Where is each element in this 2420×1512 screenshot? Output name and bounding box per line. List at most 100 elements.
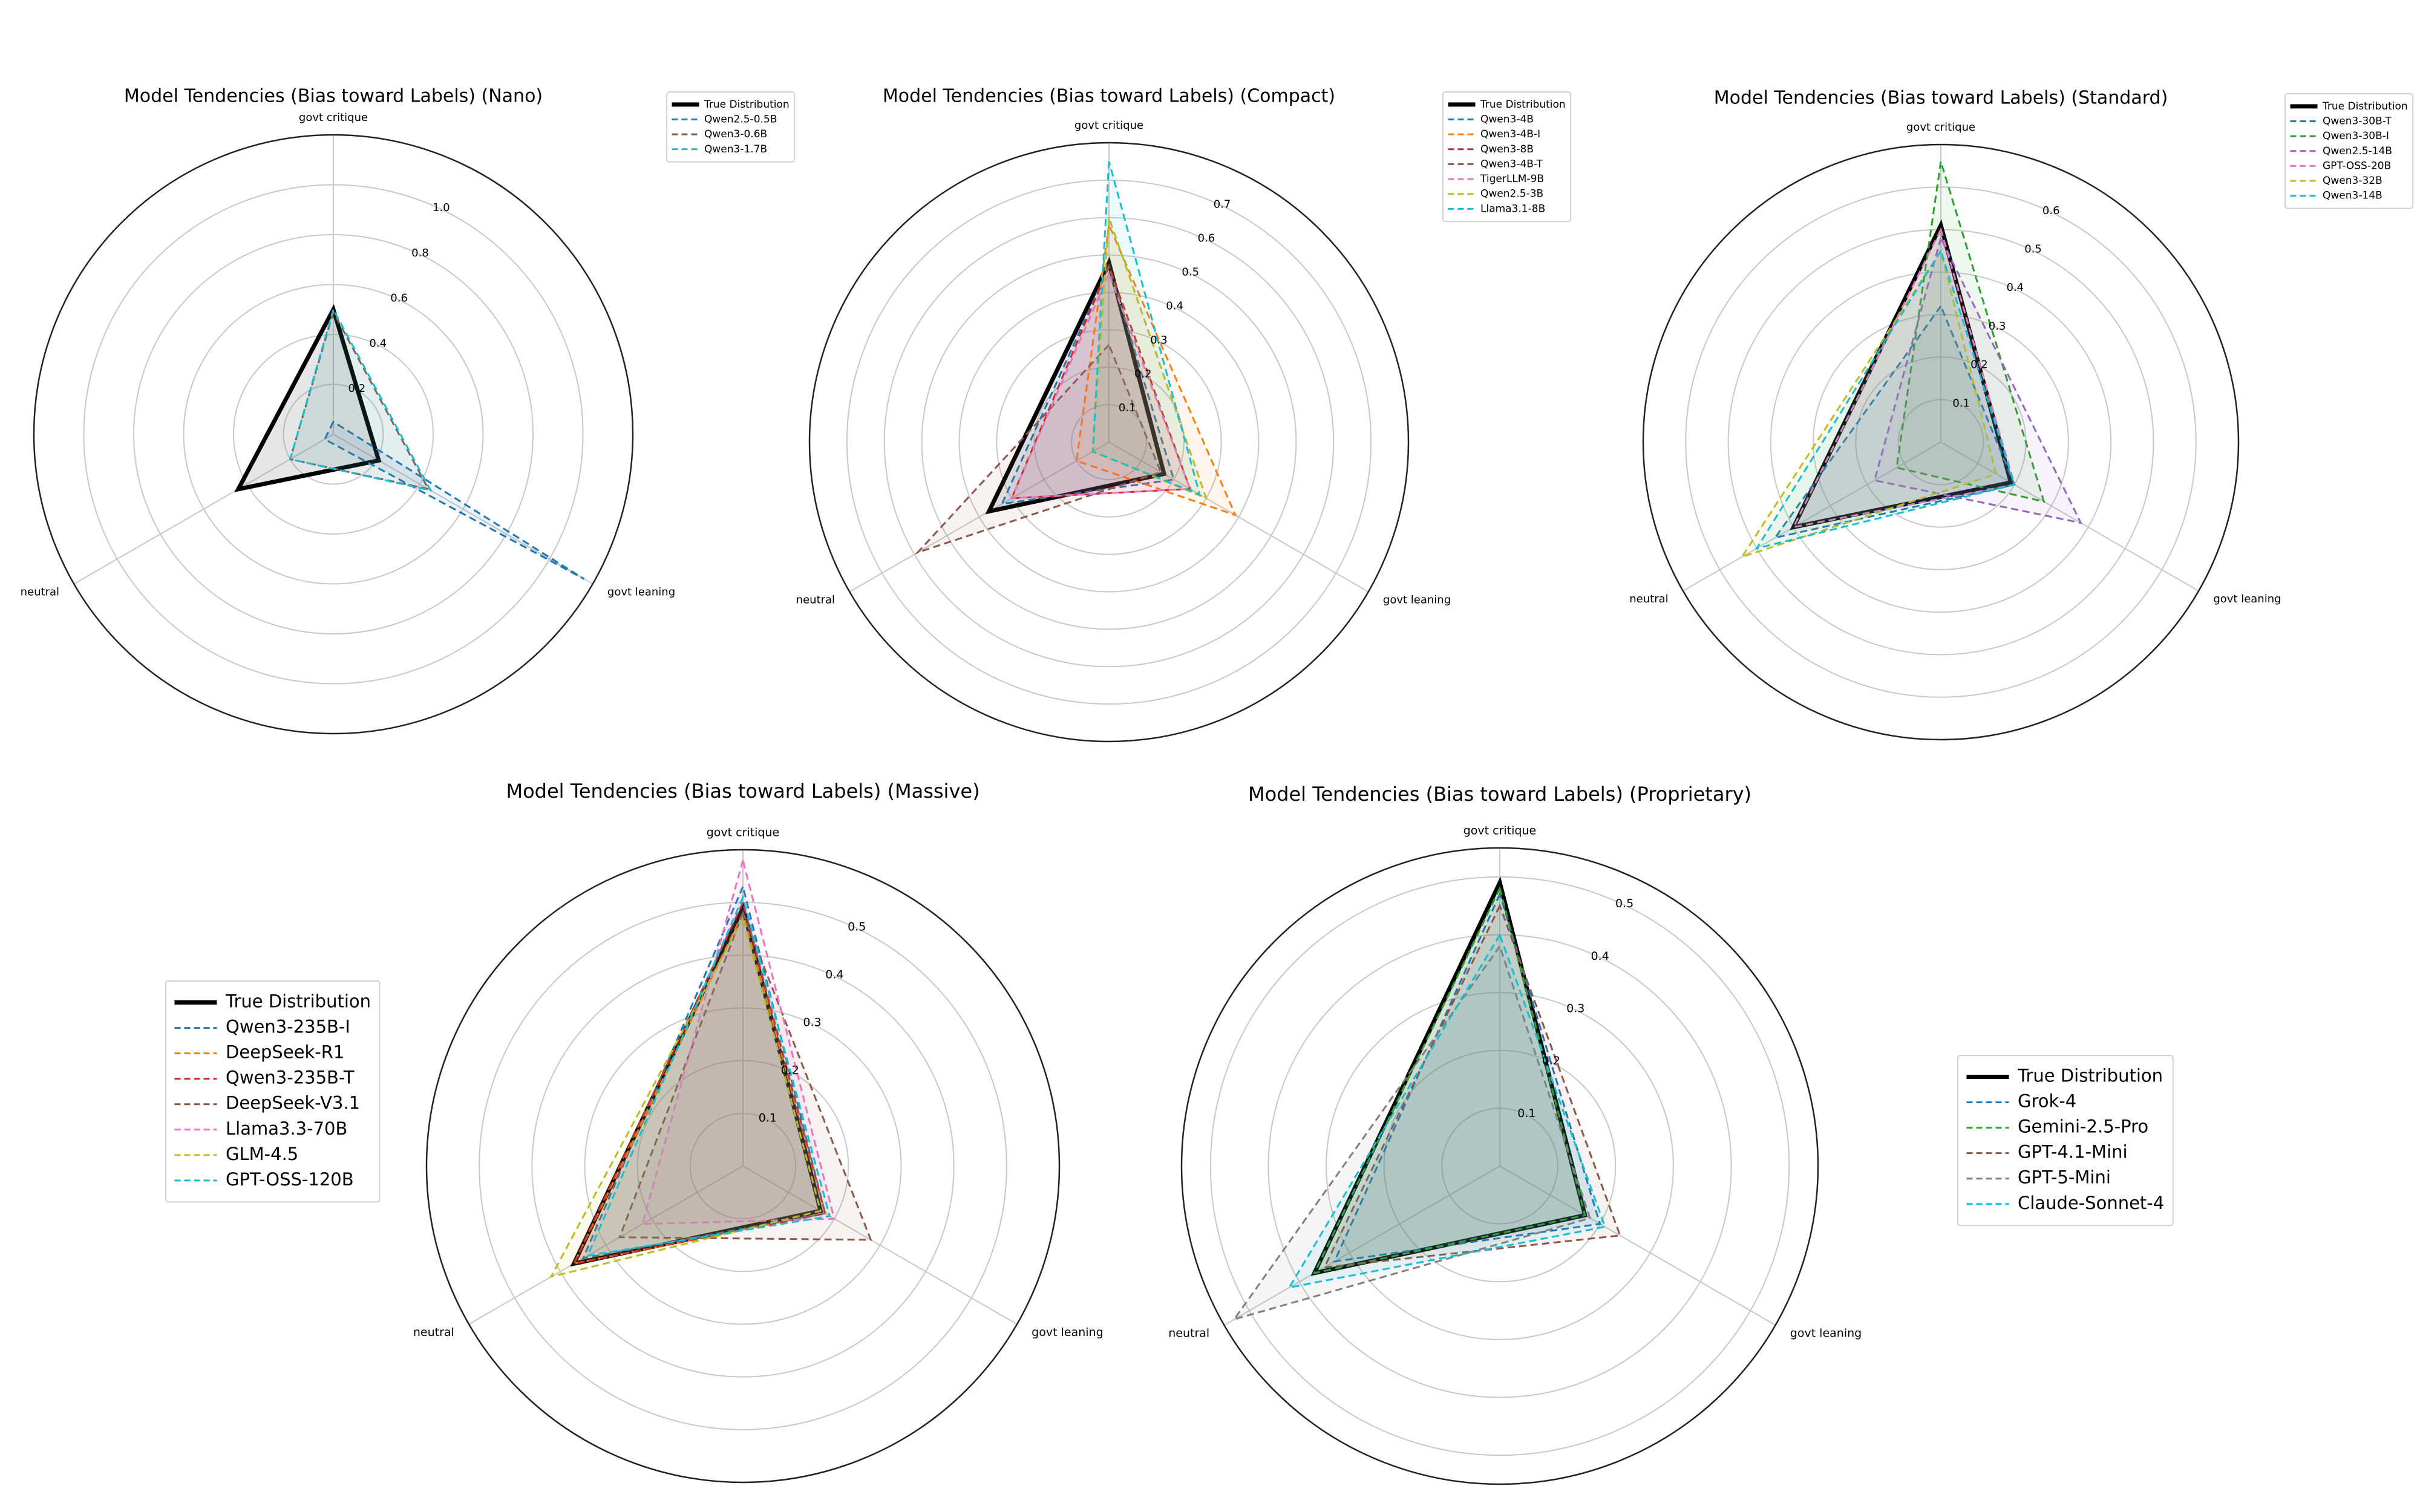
legend-label: GPT-OSS-120B	[226, 1169, 354, 1190]
r-tick-label: 0.1	[1119, 402, 1136, 414]
series-line	[1287, 933, 1606, 1289]
polar-frame	[33, 134, 634, 735]
chart-title: Model Tendencies (Bias toward Labels) (P…	[1248, 783, 1751, 806]
series-area	[1093, 217, 1206, 498]
legend-label: Llama3.1-8B	[1480, 203, 1545, 215]
axis-label: govt leaning	[607, 586, 675, 599]
polar-frame	[808, 142, 1410, 743]
series-area	[1093, 161, 1200, 495]
series-area	[574, 913, 825, 1264]
radar-panel: Model Tendencies (Bias toward Labels) (C…	[796, 86, 1572, 743]
axis-label: neutral	[21, 586, 59, 599]
series-area	[642, 860, 834, 1224]
axis-label: govt leaning	[1790, 1327, 1862, 1340]
series-line	[618, 910, 872, 1241]
axis-label: govt leaning	[2213, 593, 2281, 605]
series-line	[641, 856, 836, 1225]
series-line	[1010, 271, 1192, 500]
legend: True Distribution Grok-4 Gemini-2.5-Pro GPT…	[1957, 1055, 2174, 1227]
series-area	[290, 309, 431, 490]
r-tick-label: 0.2	[1134, 368, 1152, 380]
axis-label: govt critique	[299, 111, 368, 124]
axis-label: govt leaning	[1032, 1326, 1103, 1339]
series-area	[1314, 882, 1585, 1273]
series-area	[1012, 273, 1190, 498]
series-area	[1002, 266, 1174, 504]
series-line	[1312, 885, 1586, 1275]
legend-box	[666, 91, 796, 163]
series-line	[549, 916, 822, 1279]
axis-label: neutral	[1629, 593, 1668, 605]
series-area	[551, 918, 821, 1277]
series-line	[1232, 944, 1592, 1321]
legend-label: Qwen3-14B	[2323, 190, 2382, 202]
legend-box	[165, 980, 381, 1203]
r-tick-label: 1.0	[433, 201, 450, 214]
series-area	[324, 422, 584, 579]
spoke	[1223, 1165, 1500, 1326]
spoke	[742, 1165, 1018, 1325]
spoke	[849, 442, 1110, 593]
legend-label: Qwen3-8B	[1480, 143, 1534, 155]
legend-label: Qwen3-235B-I	[226, 1017, 350, 1037]
series-line	[914, 343, 1162, 555]
legend-label: True Distribution	[704, 99, 790, 111]
legend-box	[1442, 91, 1572, 223]
spoke	[1108, 442, 1369, 593]
legend: True Distribution Qwen3-235B-I DeepSeek-R1…	[165, 980, 381, 1203]
series-area	[587, 897, 830, 1256]
series-area	[1756, 250, 2015, 549]
polar-frame	[425, 849, 1061, 1484]
spoke	[1940, 442, 2199, 591]
axis-label: neutral	[796, 594, 835, 607]
legend: True Distribution Qwen3-30B-T Qwen3-30B-I Q…	[2284, 93, 2414, 209]
chart-title: Model Tendencies (Bias toward Labels) (C…	[883, 86, 1335, 107]
series-area	[1234, 946, 1591, 1320]
series-area	[574, 907, 821, 1264]
r-tick-label: 0.3	[1566, 1002, 1584, 1015]
legend-label: Qwen3-1.7B	[704, 143, 767, 155]
r-tick-label: 0.4	[1166, 300, 1183, 313]
legend-label: Qwen3-0.6B	[704, 128, 767, 140]
axis-label: neutral	[413, 1326, 454, 1339]
r-tick-label: 0.6	[390, 292, 408, 305]
legend-label: True Distribution	[225, 991, 371, 1012]
series-line	[234, 304, 382, 492]
legend-label: True Distribution	[2017, 1066, 2163, 1086]
series-area	[917, 345, 1161, 553]
series-line	[1091, 161, 1202, 497]
series-area	[1076, 225, 1235, 515]
legend-label: Gemini-2.5-Pro	[2018, 1116, 2148, 1137]
legend-label: Qwen2.5-3B	[1480, 188, 1543, 200]
r-tick-label: 0.6	[1198, 232, 1215, 245]
legend-box	[2284, 93, 2414, 209]
legend-label: GPT-4.1-Mini	[2018, 1142, 2128, 1162]
series-line	[1873, 235, 2082, 524]
r-tick-label: 0.4	[369, 337, 387, 350]
r-tick-label: 0.3	[803, 1016, 821, 1029]
spoke	[468, 1165, 744, 1325]
r-tick-label: 0.2	[781, 1064, 799, 1077]
chart-title: Model Tendencies (Bias toward Labels) (S…	[1714, 88, 2168, 109]
series-area	[1874, 238, 2081, 523]
r-tick-label: 0.7	[1214, 198, 1231, 210]
series-area	[620, 913, 871, 1240]
legend-label: Qwen3-4B	[1480, 113, 1534, 125]
legend: True Distribution Qwen3-4B Qwen3-4B-I Qwen3…	[1442, 91, 1572, 223]
r-tick-label: 0.2	[348, 382, 366, 395]
legend-label: Grok-4	[2018, 1091, 2076, 1112]
axis-label: govt critique	[1074, 119, 1143, 132]
series-line	[1739, 248, 1998, 559]
chart-title: Model Tendencies (Bias toward Labels) (M…	[506, 780, 979, 803]
series-area	[1742, 250, 1996, 557]
series-line	[1773, 304, 2016, 539]
r-tick-label: 0.2	[1970, 359, 1988, 371]
legend-label: GLM-4.5	[226, 1144, 298, 1164]
spoke	[1499, 1165, 1776, 1326]
r-tick-label: 0.1	[1517, 1107, 1535, 1120]
series-line	[1895, 161, 2046, 503]
legend: True Distribution Qwen2.5-0.5B Qwen3-0.6B Q…	[666, 91, 796, 163]
legend-label: True Distribution	[1480, 99, 1566, 111]
r-tick-label: 0.5	[848, 921, 866, 934]
